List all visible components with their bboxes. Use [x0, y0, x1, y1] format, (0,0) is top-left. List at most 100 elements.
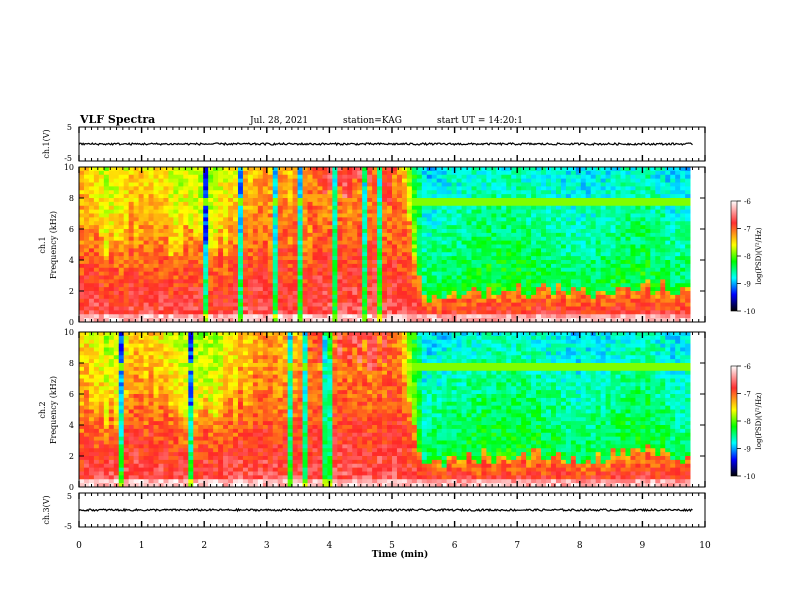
- spectrogram-cell: [352, 310, 358, 315]
- spectrogram-cell: [491, 236, 497, 242]
- spectrogram-cell: [610, 236, 616, 242]
- spectrogram-cell: [377, 314, 383, 319]
- spectrogram-cell: [471, 213, 477, 218]
- spectrogram-cell: [660, 205, 666, 211]
- spectrogram-cell: [158, 240, 164, 245]
- spectrogram-cell: [153, 263, 159, 269]
- spectrogram-cell: [670, 263, 676, 269]
- spectrogram-cell: [446, 194, 453, 199]
- spectrogram-cell: [98, 298, 105, 304]
- spectrogram-cell: [79, 355, 85, 360]
- spectrogram-cell: [203, 318, 209, 323]
- spectrogram-cell: [173, 314, 179, 319]
- spectrogram-cell: [476, 302, 482, 307]
- spectrogram-cell: [213, 240, 219, 245]
- spectrogram-cell: [377, 225, 383, 230]
- spectrogram-cell: [79, 432, 85, 438]
- spectrogram-cell: [277, 217, 284, 222]
- spectrogram-cell: [392, 298, 398, 304]
- spectrogram-cell: [138, 201, 144, 207]
- spectrogram-cell: [317, 201, 323, 207]
- spectrogram-cell: [282, 294, 289, 300]
- spectrogram-cell: [446, 240, 453, 245]
- spectrogram-cell: [436, 271, 443, 276]
- spectrogram-cell: [178, 256, 184, 261]
- spectrogram-cell: [387, 306, 393, 311]
- spectrogram-cell: [347, 170, 353, 176]
- spectrogram-cell: [297, 232, 303, 238]
- spectrogram-cell: [252, 229, 259, 234]
- spectrogram-cell: [312, 198, 318, 203]
- spectrogram-cell: [158, 209, 164, 214]
- spectrogram-cell: [168, 174, 174, 180]
- spectrogram-cell: [218, 236, 224, 242]
- spectrogram-cell: [620, 174, 626, 180]
- spectrogram-cell: [416, 279, 423, 284]
- spectrogram-cell: [685, 248, 691, 253]
- spectrogram-cell: [267, 298, 274, 304]
- spectrogram-cell: [660, 298, 666, 304]
- spectrogram-cell: [531, 217, 537, 222]
- spectrogram-cell: [128, 178, 135, 183]
- spectrogram-cell: [585, 198, 592, 203]
- spectrogram-cell: [118, 167, 125, 172]
- spectrogram-cell: [242, 236, 249, 242]
- spectrogram-cell: [526, 275, 532, 280]
- spectrogram-cell: [302, 298, 308, 304]
- spectrogram-cell: [665, 294, 671, 300]
- spectrogram-cell: [272, 190, 279, 195]
- spectrogram-cell: [600, 240, 607, 245]
- spectrogram-cell: [411, 236, 418, 242]
- spectrogram-cell: [178, 182, 184, 187]
- spectrogram-cell: [610, 213, 616, 218]
- spectrogram-cell: [79, 479, 85, 484]
- spectrogram-cell: [431, 271, 438, 276]
- spectrogram-cell: [590, 263, 597, 269]
- spectrogram-cell: [307, 174, 313, 180]
- spectrogram-cell: [486, 263, 492, 269]
- spectrogram-cell: [392, 217, 398, 222]
- spectrogram-cell: [421, 314, 428, 319]
- spectrogram-cell: [93, 221, 100, 226]
- spectrogram-cell: [456, 217, 462, 222]
- spectrogram-cell: [277, 236, 284, 242]
- spectrogram-cell: [516, 174, 522, 180]
- spectrogram-cell: [148, 182, 154, 187]
- spectrogram-cell: [416, 182, 423, 187]
- spectrogram-cell: [406, 275, 413, 280]
- spectrogram-cell: [247, 294, 254, 300]
- spectrogram-cell: [645, 252, 651, 257]
- spectrogram-cell: [103, 271, 110, 276]
- spectrogram-cell: [501, 248, 507, 253]
- spectrogram-cell: [277, 190, 284, 195]
- spectrogram-cell: [436, 232, 443, 238]
- spectrogram-cell: [362, 271, 368, 276]
- spectrogram-cell: [332, 271, 338, 276]
- spectrogram-cell: [541, 240, 547, 245]
- spectrogram-cell: [496, 260, 502, 265]
- spectrogram-cell: [98, 318, 105, 323]
- spectrogram-cell: [188, 283, 194, 288]
- spectrogram-cell: [163, 240, 169, 245]
- spectrogram-cell: [625, 229, 631, 234]
- spectrogram-cell: [615, 217, 621, 222]
- spectrogram-cell: [382, 275, 388, 280]
- spectrogram-cell: [237, 318, 244, 323]
- spectrogram-cell: [312, 190, 318, 195]
- spectrogram-cell: [208, 271, 214, 276]
- spectrogram-cell: [486, 283, 492, 288]
- spectrogram-cell: [233, 174, 239, 180]
- spectrogram-cell: [431, 318, 438, 323]
- spectrogram-cell: [367, 217, 373, 222]
- spectrogram-cell: [456, 252, 462, 257]
- spectrogram-cell: [531, 178, 537, 183]
- spectrogram-cell: [223, 209, 229, 214]
- spectrogram-cell: [267, 170, 274, 176]
- spectrogram-cell: [456, 174, 462, 180]
- spectrogram-cell: [233, 194, 239, 199]
- spectrogram-cell: [635, 271, 641, 276]
- spectrogram-cell: [352, 267, 358, 273]
- spectrogram-cell: [392, 306, 398, 311]
- spectrogram-cell: [660, 256, 666, 261]
- spectrogram-cell: [610, 271, 616, 276]
